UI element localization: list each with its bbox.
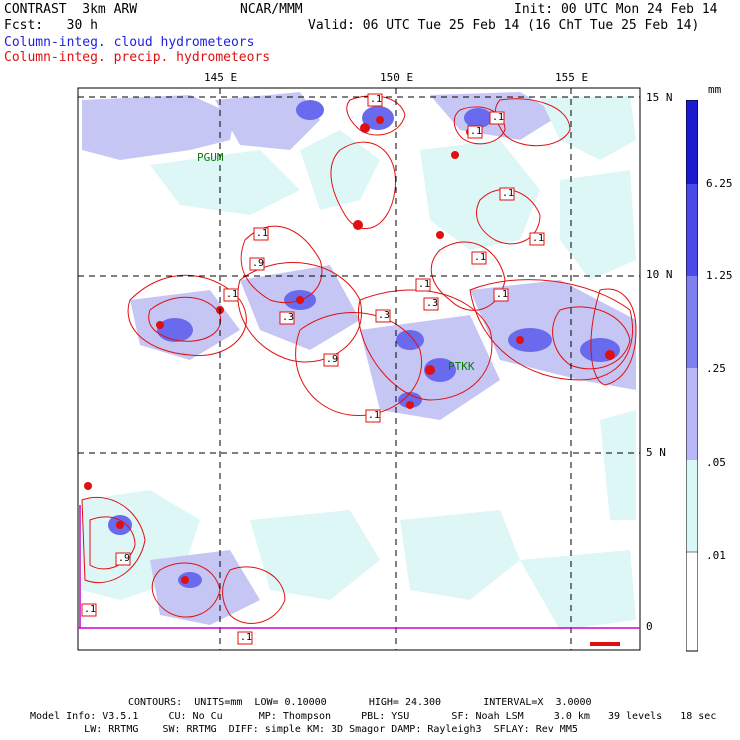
station-ptkk: PTKK <box>448 360 475 373</box>
lat-lon-grid <box>78 88 640 650</box>
colorbar-bin-6.25 <box>686 100 698 184</box>
colorbar-label-1.25: 1.25 <box>706 269 733 282</box>
colorbar <box>686 100 698 652</box>
center-name: NCAR/MMM <box>240 2 303 17</box>
colorbar-bin-0.05 <box>686 368 698 460</box>
field-title-cloud: Column-integ. cloud hydrometeors <box>4 35 255 50</box>
contour-label: .1 <box>502 188 515 199</box>
lon-tick-150: 150 E <box>380 71 414 84</box>
colorbar-label-0.01: .01 <box>706 549 726 562</box>
colorbar-bin-1.25 <box>686 184 698 276</box>
lat-tick-5n: 5 N <box>646 446 666 459</box>
contour-info: CONTOURS: UNITS=mm LOW= 0.10000 HIGH= 24… <box>128 697 592 708</box>
colorbar-label-0.05: .05 <box>706 456 726 469</box>
contour-label: .9 <box>252 258 265 269</box>
precip-contours <box>81 95 637 624</box>
lat-tick-10n: 10 N <box>646 268 673 281</box>
init-time: Init: 00 UTC Mon 24 Feb 14 <box>514 2 718 17</box>
lat-tick-0: 0 <box>646 620 653 633</box>
contour-label: .1 <box>226 289 239 300</box>
contour-label: .1 <box>370 94 383 105</box>
contour-label: .1 <box>368 410 381 421</box>
model-info-line1: Model Info: V3.5.1 CU: No Cu MP: Thompso… <box>30 711 717 722</box>
contour-label: .1 <box>532 233 545 244</box>
colorbar-unit: mm <box>708 83 722 96</box>
field-title-precip: Column-integ. precip. hydrometeors <box>4 50 271 65</box>
cloud-shading <box>82 92 636 630</box>
model-info-line2: LW: RRTMG SW: RRTMG DIFF: simple KM: 3D … <box>30 724 578 735</box>
contour-label: .1 <box>470 126 483 137</box>
contour-label: .1 <box>256 228 269 239</box>
contour-label: .3 <box>426 298 439 309</box>
contour-label: .3 <box>282 312 295 323</box>
forecast-hour: Fcst: 30 h <box>4 18 98 33</box>
contour-label: .1 <box>492 112 505 123</box>
lon-tick-155: 155 E <box>555 71 589 84</box>
contour-label: .1 <box>496 289 509 300</box>
colorbar-label-0.25: .25 <box>706 362 726 375</box>
contour-label: .1 <box>418 279 431 290</box>
contour-label: .1 <box>240 632 253 643</box>
contour-label: .1 <box>84 604 97 615</box>
station-pgum: PGUM <box>197 151 224 164</box>
colorbar-bin-0.01 <box>686 460 698 552</box>
colorbar-label-6.25: 6.25 <box>706 177 733 190</box>
colorbar-bin-0.25 <box>686 276 698 368</box>
contour-label: .1 <box>474 252 487 263</box>
lon-tick-145: 145 E <box>204 71 238 84</box>
contour-label: .9 <box>326 354 339 365</box>
contour-label: .3 <box>378 310 391 321</box>
colorbar-bin-low <box>686 551 698 652</box>
valid-time: Valid: 06 UTC Tue 25 Feb 14 (16 ChT Tue … <box>308 18 700 33</box>
model-title: CONTRAST 3km ARW <box>4 2 138 17</box>
lat-tick-15n: 15 N <box>646 91 673 104</box>
contour-label-boxes <box>81 93 545 645</box>
contour-label: .9 <box>118 553 131 564</box>
